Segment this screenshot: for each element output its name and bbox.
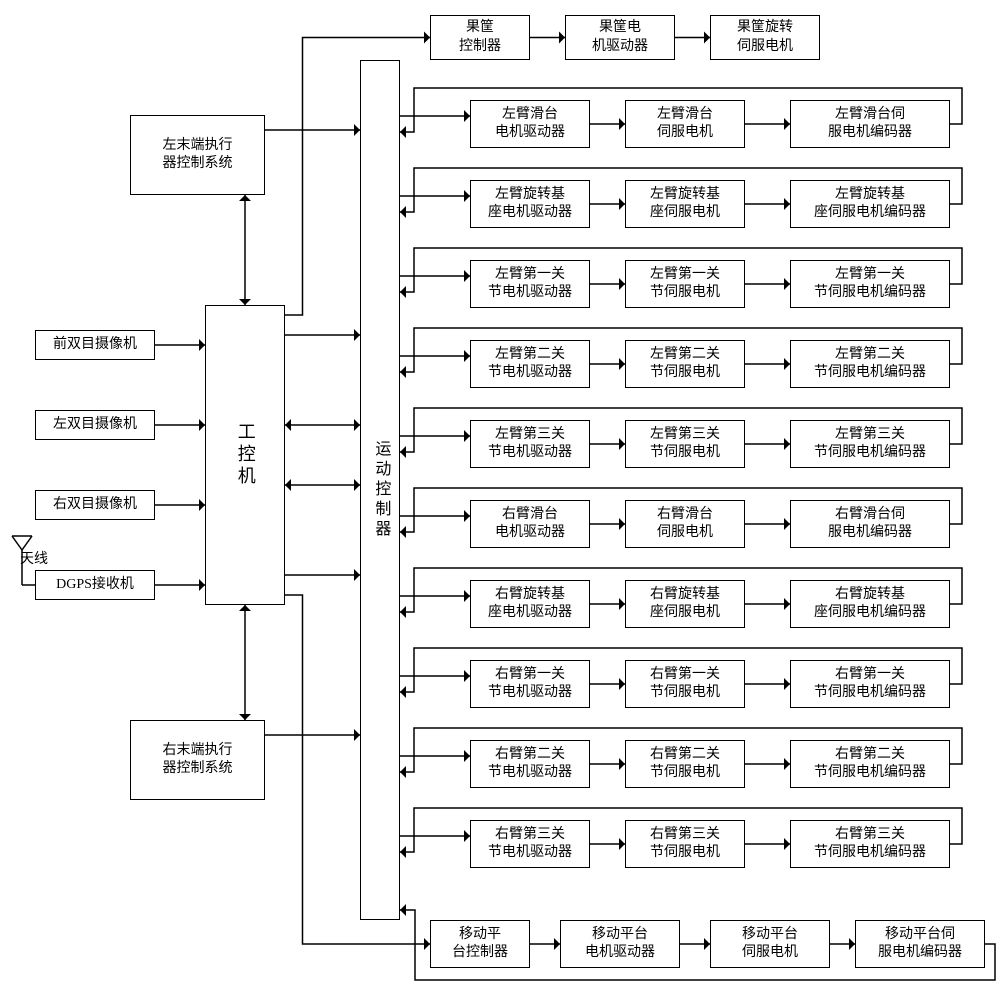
node-r3c1: 左臂第二关 节伺服电机 bbox=[625, 340, 745, 388]
node-platServo: 移动平台 伺服电机 bbox=[710, 920, 830, 968]
node-motionCtrl: 运动控制器 bbox=[360, 60, 400, 920]
node-r5c0: 右臂滑台 电机驱动器 bbox=[470, 500, 590, 548]
node-r2c0: 左臂第一关 节电机驱动器 bbox=[470, 260, 590, 308]
node-rightEE: 右末端执行 器控制系统 bbox=[130, 720, 265, 800]
node-r7c0: 右臂第一关 节电机驱动器 bbox=[470, 660, 590, 708]
node-r6c1: 右臂旋转基 座伺服电机 bbox=[625, 580, 745, 628]
node-r4c1: 左臂第三关 节伺服电机 bbox=[625, 420, 745, 468]
node-ipc: 工控机 bbox=[205, 305, 285, 605]
node-basketServo: 果筐旋转 伺服电机 bbox=[710, 15, 820, 60]
node-platEnc: 移动平台伺 服电机编码器 bbox=[855, 920, 985, 968]
node-r1c0: 左臂旋转基 座电机驱动器 bbox=[470, 180, 590, 228]
node-platDrv: 移动平台 电机驱动器 bbox=[560, 920, 680, 968]
node-r0c2: 左臂滑台伺 服电机编码器 bbox=[790, 100, 950, 148]
node-dgps: DGPS接收机 bbox=[35, 570, 155, 600]
node-r2c1: 左臂第一关 节伺服电机 bbox=[625, 260, 745, 308]
diagram-canvas: 天线 工控机 左末端执行 器控制系统右末端执行 器控制系统 前双目摄像机左双目摄像机… bbox=[0, 0, 1000, 984]
node-r8c2: 右臂第二关 节伺服电机编码器 bbox=[790, 740, 950, 788]
node-basketCtrl: 果筐 控制器 bbox=[430, 15, 530, 60]
node-r9c2: 右臂第三关 节伺服电机编码器 bbox=[790, 820, 950, 868]
node-leftEE: 左末端执行 器控制系统 bbox=[130, 115, 265, 195]
node-r5c1: 右臂滑台 伺服电机 bbox=[625, 500, 745, 548]
node-camLeft: 左双目摄像机 bbox=[35, 410, 155, 440]
node-r8c0: 右臂第二关 节电机驱动器 bbox=[470, 740, 590, 788]
node-r0c0: 左臂滑台 电机驱动器 bbox=[470, 100, 590, 148]
node-r8c1: 右臂第二关 节伺服电机 bbox=[625, 740, 745, 788]
node-r7c2: 右臂第一关 节伺服电机编码器 bbox=[790, 660, 950, 708]
node-r4c2: 左臂第三关 节伺服电机编码器 bbox=[790, 420, 950, 468]
node-r7c1: 右臂第一关 节伺服电机 bbox=[625, 660, 745, 708]
node-basketDrv: 果筐电 机驱动器 bbox=[565, 15, 675, 60]
node-r3c2: 左臂第二关 节伺服电机编码器 bbox=[790, 340, 950, 388]
node-r0c1: 左臂滑台 伺服电机 bbox=[625, 100, 745, 148]
node-r6c2: 右臂旋转基 座伺服电机编码器 bbox=[790, 580, 950, 628]
node-r3c0: 左臂第二关 节电机驱动器 bbox=[470, 340, 590, 388]
node-r5c2: 右臂滑台伺 服电机编码器 bbox=[790, 500, 950, 548]
node-r4c0: 左臂第三关 节电机驱动器 bbox=[470, 420, 590, 468]
node-r6c0: 右臂旋转基 座电机驱动器 bbox=[470, 580, 590, 628]
node-r9c0: 右臂第三关 节电机驱动器 bbox=[470, 820, 590, 868]
node-camRight: 右双目摄像机 bbox=[35, 490, 155, 520]
antenna-label: 天线 bbox=[20, 548, 48, 568]
node-r9c1: 右臂第三关 节伺服电机 bbox=[625, 820, 745, 868]
node-platCtrl: 移动平 台控制器 bbox=[430, 920, 530, 968]
node-camFront: 前双目摄像机 bbox=[35, 330, 155, 360]
node-r1c2: 左臂旋转基 座伺服电机编码器 bbox=[790, 180, 950, 228]
node-r2c2: 左臂第一关 节伺服电机编码器 bbox=[790, 260, 950, 308]
node-r1c1: 左臂旋转基 座伺服电机 bbox=[625, 180, 745, 228]
